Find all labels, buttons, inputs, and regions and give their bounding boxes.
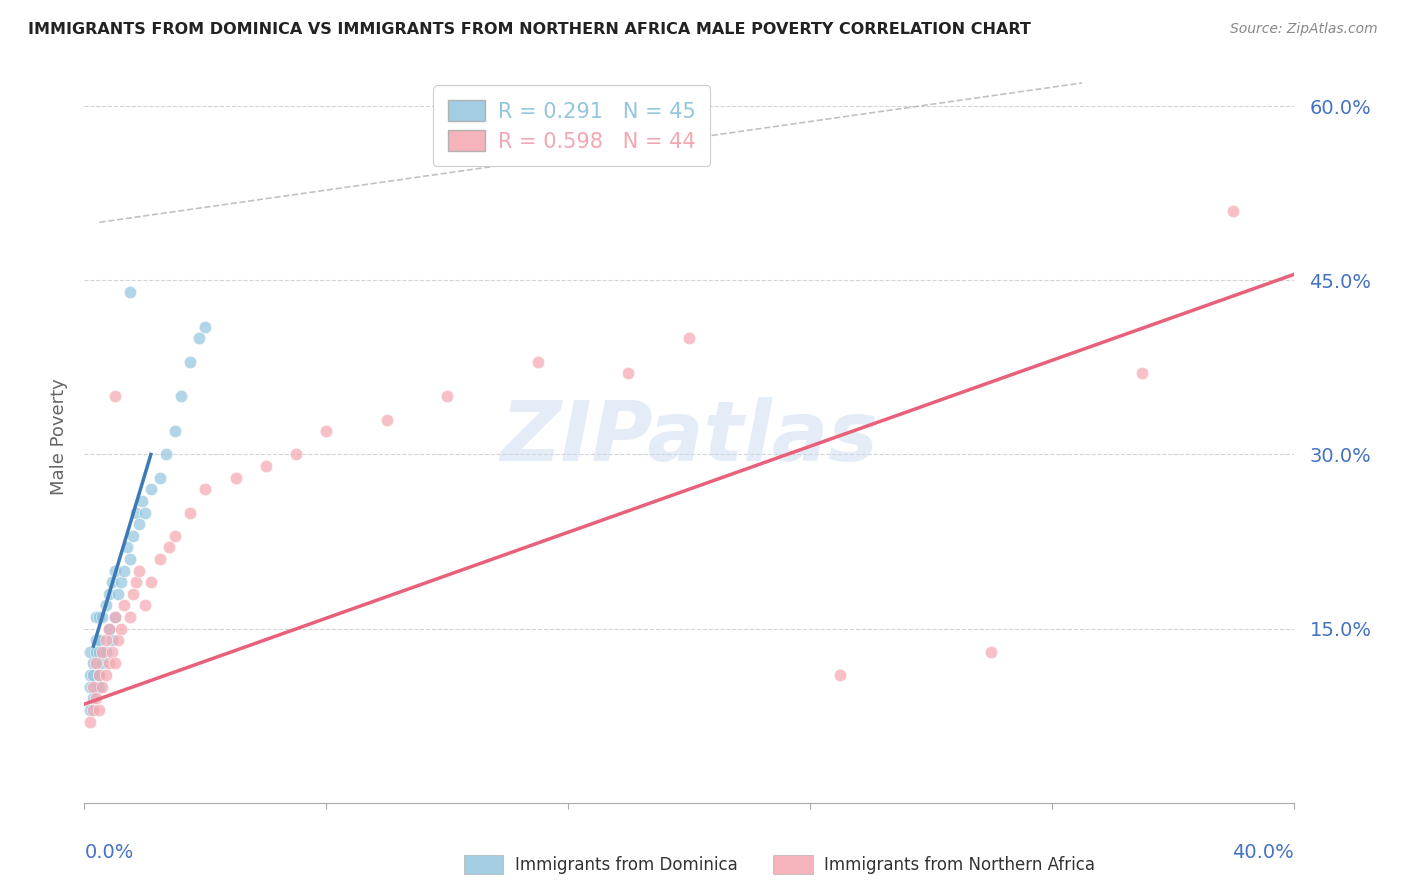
Point xyxy=(284,448,308,462)
Point xyxy=(86,633,108,648)
Point xyxy=(110,575,132,590)
Point xyxy=(139,575,162,590)
Point xyxy=(1130,366,1153,380)
Point xyxy=(91,645,114,659)
Point xyxy=(89,703,111,717)
Point xyxy=(89,645,111,659)
Point xyxy=(128,517,150,532)
Point xyxy=(100,633,122,648)
Point xyxy=(830,668,852,682)
Point xyxy=(100,645,122,659)
Point xyxy=(678,331,700,345)
Point xyxy=(163,529,186,543)
Point xyxy=(163,424,186,438)
Point xyxy=(107,587,129,601)
Point xyxy=(157,541,180,555)
Text: Immigrants from Dominica: Immigrants from Dominica xyxy=(515,856,737,874)
Point xyxy=(104,389,127,403)
Point xyxy=(980,645,1002,659)
Point xyxy=(94,633,117,648)
Point xyxy=(179,506,201,520)
Point xyxy=(82,691,104,706)
Point xyxy=(1222,203,1244,218)
Text: Immigrants from Northern Africa: Immigrants from Northern Africa xyxy=(824,856,1095,874)
Point xyxy=(375,412,398,426)
Point xyxy=(91,680,114,694)
Text: IMMIGRANTS FROM DOMINICA VS IMMIGRANTS FROM NORTHERN AFRICA MALE POVERTY CORRELA: IMMIGRANTS FROM DOMINICA VS IMMIGRANTS F… xyxy=(28,22,1031,37)
Point xyxy=(134,506,156,520)
Point xyxy=(86,610,108,624)
Point xyxy=(104,610,127,624)
Legend: R = 0.291   N = 45, R = 0.598   N = 44: R = 0.291 N = 45, R = 0.598 N = 44 xyxy=(433,86,710,166)
Text: ZIPatlas: ZIPatlas xyxy=(501,397,877,477)
Point xyxy=(110,622,132,636)
Point xyxy=(526,354,548,368)
Point xyxy=(97,587,120,601)
Point xyxy=(104,564,127,578)
Point xyxy=(79,714,101,729)
Point xyxy=(170,389,193,403)
Point xyxy=(94,599,117,613)
Point xyxy=(79,668,101,682)
Point xyxy=(86,680,108,694)
Point xyxy=(112,599,135,613)
Point xyxy=(149,552,172,566)
Point xyxy=(134,599,156,613)
Point xyxy=(89,680,111,694)
Point xyxy=(155,448,177,462)
Point xyxy=(194,319,217,334)
Point xyxy=(194,483,217,497)
Point xyxy=(97,657,120,671)
Point xyxy=(225,471,247,485)
Point xyxy=(118,610,141,624)
Point xyxy=(97,622,120,636)
Point xyxy=(149,471,172,485)
Point xyxy=(79,703,101,717)
Point xyxy=(107,633,129,648)
Point xyxy=(125,575,148,590)
Text: 40.0%: 40.0% xyxy=(1232,843,1294,862)
Point xyxy=(436,389,458,403)
Point xyxy=(617,366,640,380)
Point xyxy=(91,657,114,671)
Point xyxy=(118,285,141,299)
Point xyxy=(128,564,150,578)
Point xyxy=(82,657,104,671)
Point xyxy=(86,645,108,659)
Text: 0.0%: 0.0% xyxy=(84,843,134,862)
Point xyxy=(86,657,108,671)
Point xyxy=(79,680,101,694)
Point xyxy=(121,529,143,543)
Point xyxy=(89,610,111,624)
Point xyxy=(131,494,153,508)
Point xyxy=(89,633,111,648)
Point xyxy=(100,575,122,590)
Point xyxy=(121,587,143,601)
Y-axis label: Male Poverty: Male Poverty xyxy=(49,379,67,495)
Point xyxy=(79,645,101,659)
Text: Source: ZipAtlas.com: Source: ZipAtlas.com xyxy=(1230,22,1378,37)
Point xyxy=(112,564,135,578)
Point xyxy=(188,331,211,345)
Point xyxy=(104,610,127,624)
Point xyxy=(82,668,104,682)
Point xyxy=(94,645,117,659)
Point xyxy=(104,657,127,671)
Point xyxy=(86,691,108,706)
Point xyxy=(115,541,138,555)
Point xyxy=(125,506,148,520)
Point xyxy=(315,424,337,438)
Point xyxy=(82,680,104,694)
Point xyxy=(91,610,114,624)
Point xyxy=(94,668,117,682)
Point xyxy=(89,668,111,682)
Point xyxy=(179,354,201,368)
Point xyxy=(254,459,277,474)
Point xyxy=(82,703,104,717)
Point xyxy=(118,552,141,566)
Point xyxy=(97,622,120,636)
Point xyxy=(139,483,162,497)
Point xyxy=(89,668,111,682)
